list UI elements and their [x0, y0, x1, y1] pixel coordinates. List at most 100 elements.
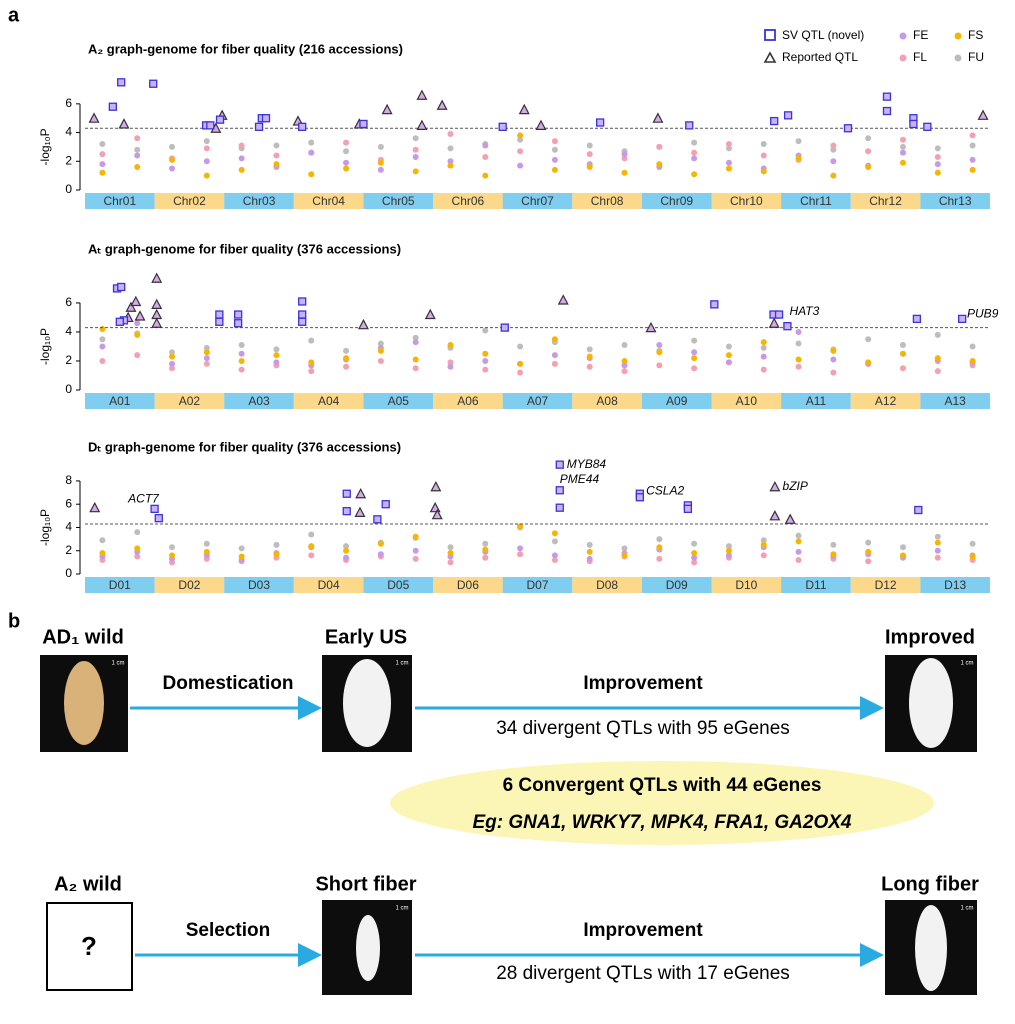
snp-point	[899, 136, 906, 143]
snp-point	[134, 331, 141, 338]
sv-qtl	[958, 314, 967, 324]
snp-point	[203, 360, 210, 367]
snp-point	[899, 143, 906, 150]
step-label: Domestication	[163, 673, 294, 694]
chromosome-label: A06	[457, 394, 479, 408]
sv-qtl	[783, 321, 792, 331]
snp-point	[760, 168, 767, 175]
gene-label: CSLA2	[646, 484, 684, 498]
snp-point	[795, 532, 802, 539]
chromosome-band	[502, 193, 573, 209]
legend-swatch	[954, 54, 962, 62]
gene-label: MYB84	[567, 457, 607, 471]
snp-point	[795, 328, 802, 335]
snp-point	[99, 141, 106, 148]
snp-point	[517, 369, 524, 376]
y-tick-label: 4	[65, 125, 72, 139]
snp-point	[725, 165, 732, 172]
snp-point	[725, 159, 732, 166]
scale-label: 1 cm	[960, 906, 973, 912]
reported-qtl	[436, 99, 448, 110]
snp-point	[273, 152, 280, 159]
sv-qtl	[914, 505, 923, 515]
snp-point	[621, 368, 628, 375]
snp-point	[412, 153, 419, 160]
snp-point	[865, 336, 872, 343]
chromosome-label: A12	[875, 394, 897, 408]
chromosome-band	[433, 577, 503, 593]
snp-point	[586, 363, 593, 370]
sv-qtl	[206, 121, 215, 130]
chromosome-label: D01	[109, 578, 131, 592]
snp-point	[203, 349, 210, 356]
step-label: Improvement	[583, 673, 703, 694]
sv-qtl	[555, 503, 564, 512]
snp-point	[169, 365, 176, 372]
gene-label: bZIP	[783, 479, 808, 493]
snp-point	[969, 343, 976, 350]
snp-point	[482, 153, 489, 160]
y-tick-label: 6	[65, 96, 72, 110]
sv-qtl	[342, 489, 351, 498]
chromosome-label: Chr03	[243, 194, 276, 208]
fiber	[915, 905, 947, 991]
chromosome-label: D13	[944, 578, 966, 592]
snp-point	[99, 161, 106, 168]
snp-point	[795, 548, 802, 555]
chromosome-label: Chr01	[103, 194, 136, 208]
snp-point	[169, 165, 176, 172]
snp-point	[447, 162, 454, 169]
sv-qtl	[234, 310, 243, 319]
chromosome-band	[781, 393, 851, 409]
snp-point	[343, 363, 350, 370]
chromosome-band	[850, 393, 921, 409]
reported-qtl	[768, 317, 780, 328]
snp-point	[412, 334, 419, 341]
chromosome-band	[502, 577, 573, 593]
snp-point	[447, 363, 454, 370]
snp-point	[412, 533, 419, 540]
snp-point	[203, 355, 210, 362]
legend-sv-swatch	[764, 29, 776, 41]
chromosome-label: D08	[596, 578, 618, 592]
snp-point	[343, 547, 350, 554]
chromosome-band	[920, 193, 990, 209]
step-label: Selection	[186, 920, 270, 941]
snp-point	[725, 352, 732, 359]
snp-point	[169, 156, 176, 163]
unknown-mark: ?	[81, 931, 97, 961]
chromosome-band	[641, 577, 712, 593]
snp-point	[691, 550, 698, 557]
snp-point	[99, 169, 106, 176]
snp-point	[621, 342, 628, 349]
snp-point	[273, 346, 280, 353]
snp-point	[343, 543, 350, 550]
snp-point	[795, 363, 802, 370]
snp-point	[517, 523, 524, 530]
snp-point	[760, 339, 767, 346]
snp-point	[934, 355, 941, 362]
snp-point	[238, 342, 245, 349]
reported-qtl	[424, 308, 436, 320]
snp-point	[899, 350, 906, 357]
sv-qtl	[298, 122, 307, 131]
chromosome-band	[920, 577, 990, 593]
sv-qtl	[373, 515, 382, 524]
snp-point	[899, 365, 906, 372]
snp-point	[447, 559, 454, 566]
chart-title: Dₜ graph-genome for fiber quality (376 a…	[88, 439, 401, 454]
snp-point	[169, 349, 176, 356]
chromosome-band	[850, 577, 921, 593]
reported-qtl	[151, 298, 163, 309]
snp-point	[899, 544, 906, 551]
snp-point	[482, 554, 489, 561]
snp-point	[969, 132, 976, 139]
snp-point	[760, 552, 767, 559]
sv-qtl	[254, 122, 264, 131]
legend-label: SV QTL (novel)	[782, 28, 864, 42]
snp-point	[691, 540, 698, 547]
chromosome-label: A01	[109, 394, 131, 408]
snp-point	[482, 540, 489, 547]
snp-point	[273, 359, 280, 366]
